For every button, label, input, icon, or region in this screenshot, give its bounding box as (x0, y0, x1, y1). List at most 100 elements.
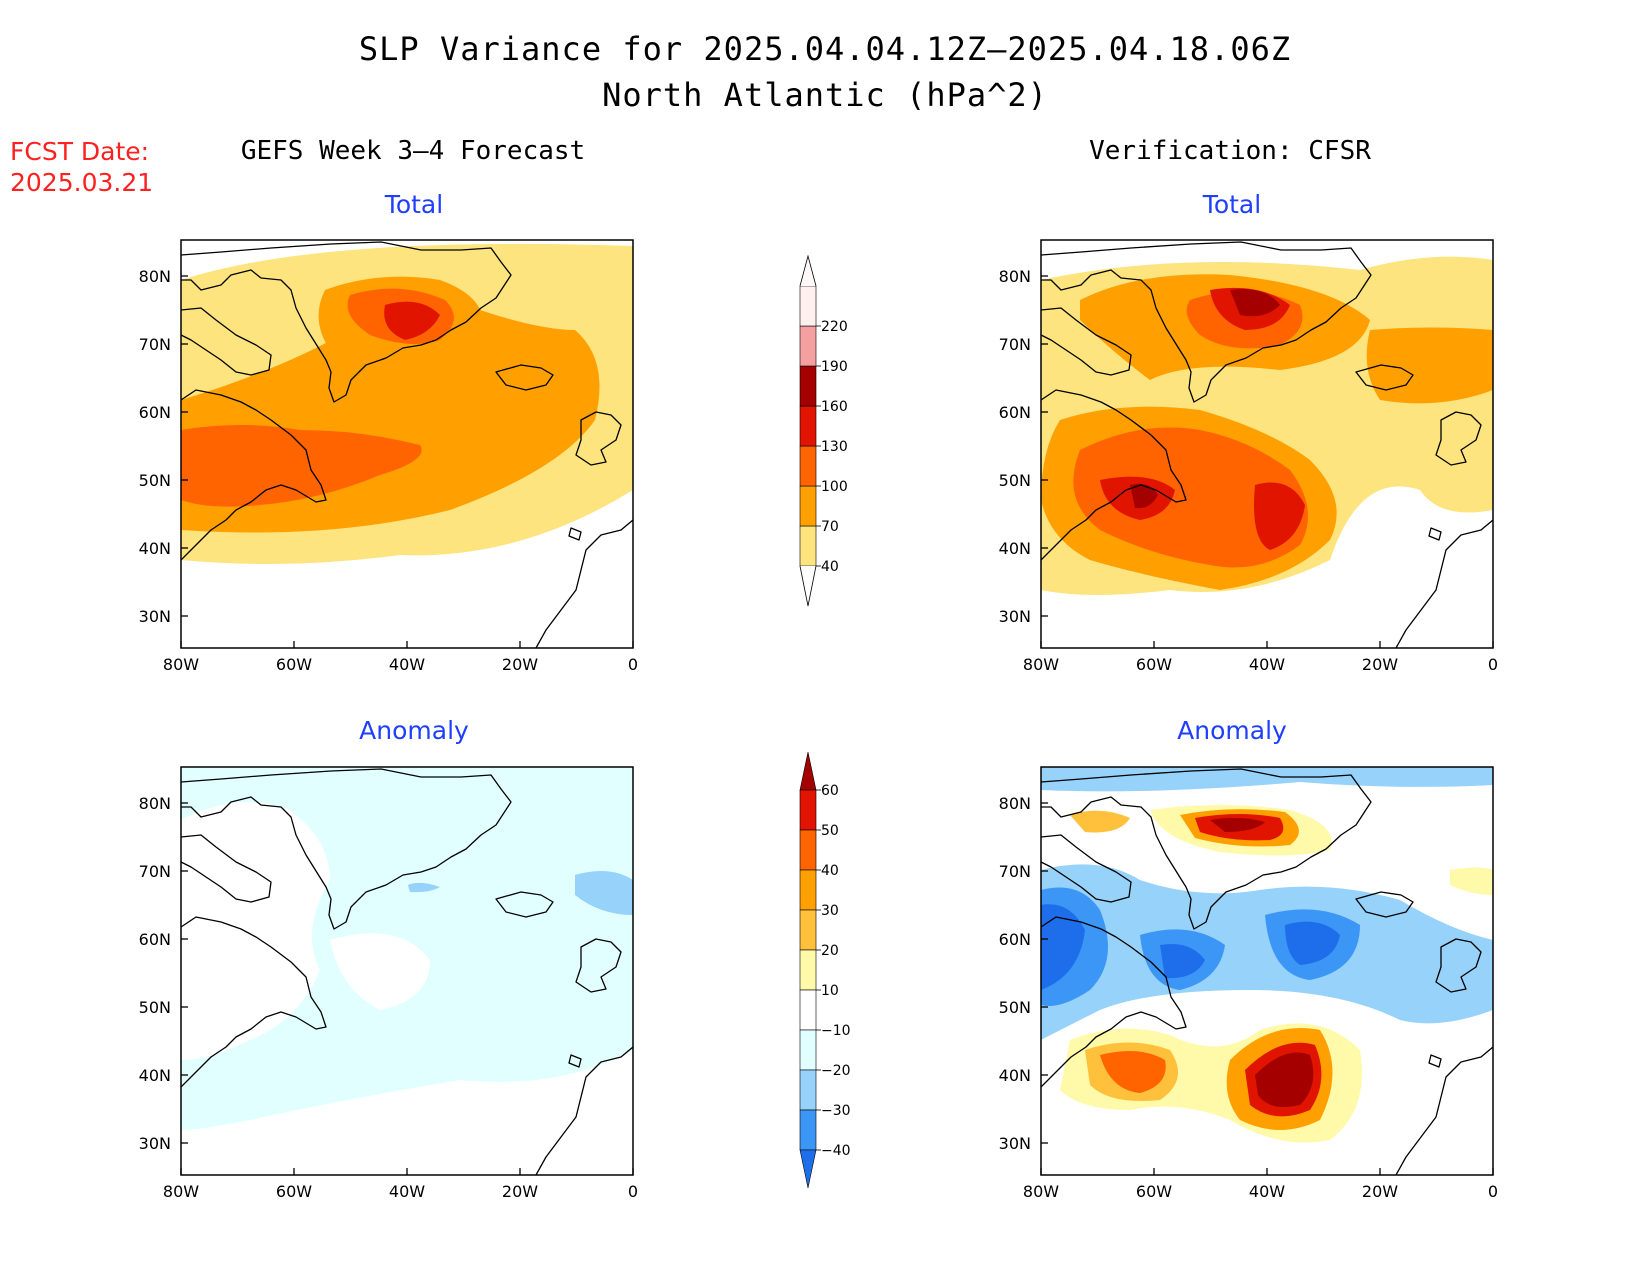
cfsr-anomaly-ytick-label: 30N (999, 1134, 1031, 1153)
fill-70-100-east (1366, 327, 1493, 404)
cfsr-total-ytick-label: 50N (999, 471, 1031, 490)
fill-pos10-east (1450, 867, 1493, 895)
fill-neg20-band (1041, 864, 1493, 1040)
anomaly-colorbar-segment (799, 949, 817, 991)
gefs-anomaly-subtitle: Anomaly (359, 716, 469, 745)
fill-neg40-west (1041, 904, 1085, 990)
anomaly-colorbar-label: −40 (821, 1143, 851, 1159)
fill-near-zero-west (181, 802, 330, 1060)
gefs-total-xtick-label: 40W (389, 655, 425, 674)
gefs-total-ytick-label: 60N (139, 403, 171, 422)
total-colorbar-label: 130 (821, 439, 848, 455)
fill-neg40-center (1160, 944, 1205, 979)
gefs-total-subtitle: Total (384, 190, 444, 219)
gefs-anomaly-xtick-label: 80W (163, 1182, 199, 1201)
fill-130-160-east (1254, 482, 1305, 550)
anomaly-colorbar-label: 40 (821, 863, 839, 879)
anomaly-colorbar-label: −10 (821, 1023, 851, 1039)
fill-pos40-west (1100, 1051, 1166, 1093)
gefs-total-xtick-label: 20W (502, 655, 538, 674)
fill-pos60-east (1255, 1052, 1314, 1108)
total-colorbar-segment (799, 285, 817, 327)
forecast-date-label: FCST Date: (10, 137, 150, 166)
cfsr-total-xtick-label: 0 (1488, 655, 1498, 674)
anomaly-colorbar: 60 50 40 30 20 10 −10 −20 −30 −40 (799, 751, 851, 1189)
total-colorbar-segment (799, 365, 817, 407)
anomaly-colorbar-segment (799, 1069, 817, 1111)
cfsr-anomaly-ytick-label: 50N (999, 998, 1031, 1017)
fill-pos20-northwest (1070, 810, 1130, 833)
cfsr-total-ytick-label: 60N (999, 403, 1031, 422)
anomaly-colorbar-segment (799, 789, 817, 831)
fill-100-130-west (181, 425, 422, 507)
total-colorbar-segment (799, 325, 817, 367)
anomaly-colorbar-label: 30 (821, 903, 839, 919)
gefs-anomaly-ytick-label: 70N (139, 862, 171, 881)
cfsr-anomaly-map (1040, 766, 1494, 1176)
main-subtitle: North Atlantic (hPa^2) (602, 76, 1048, 114)
gefs-anomaly-xtick-label: 60W (276, 1182, 312, 1201)
gefs-total-xtick-label: 0 (628, 655, 638, 674)
gefs-anomaly-xtick-label: 40W (389, 1182, 425, 1201)
cfsr-anomaly-ytick-label: 80N (999, 794, 1031, 813)
gefs-anomaly-ytick-label: 30N (139, 1134, 171, 1153)
gefs-anomaly-ytick-label: 50N (139, 998, 171, 1017)
anomaly-colorbar-segment (799, 1109, 817, 1151)
main-title: SLP Variance for 2025.04.04.12Z–2025.04.… (358, 30, 1292, 68)
gefs-anomaly-xtick-label: 20W (502, 1182, 538, 1201)
anomaly-colorbar-segment (799, 909, 817, 951)
anomaly-colorbar-segment (799, 869, 817, 911)
total-colorbar-segment (799, 445, 817, 487)
total-colorbar: 40 70 100 130 160 190 220 (799, 254, 848, 607)
total-colorbar-segment (799, 525, 817, 567)
axes-layer: 80W 60W 40W 20W 0 80N 70N 60N 50N 40N 30N 80W 60W 40W… (139, 267, 1498, 1201)
cfsr-anomaly-ytick-label: 70N (999, 862, 1031, 881)
anomaly-colorbar-label: 20 (821, 943, 839, 959)
cfsr-total-xtick-label: 20W (1362, 655, 1398, 674)
total-colorbar-label: 190 (821, 359, 848, 375)
anomaly-colorbar-bottom-arrow (799, 1149, 817, 1189)
cfsr-anomaly-ytick-label: 40N (999, 1066, 1031, 1085)
gefs-total-ytick-label: 80N (139, 267, 171, 286)
anomaly-colorbar-segment (799, 1029, 817, 1071)
gefs-total-ytick-label: 40N (139, 539, 171, 558)
cfsr-total-xtick-label: 80W (1023, 655, 1059, 674)
cfsr-total-ytick-label: 30N (999, 607, 1031, 626)
cfsr-anomaly-xtick-label: 0 (1488, 1182, 1498, 1201)
total-colorbar-segment (799, 405, 817, 447)
anomaly-colorbar-label: 60 (821, 783, 839, 799)
cfsr-total-map (1040, 239, 1494, 649)
total-colorbar-bottom-arrow (799, 565, 817, 607)
anomaly-colorbar-top-arrow (799, 751, 817, 791)
gefs-total-ytick-label: 30N (139, 607, 171, 626)
cfsr-anomaly-subtitle: Anomaly (1177, 716, 1287, 745)
gefs-anomaly-ytick-label: 40N (139, 1066, 171, 1085)
total-colorbar-top-arrow (799, 254, 817, 287)
forecast-date-block: FCST Date: 2025.03.21 (10, 136, 153, 198)
gefs-total-xtick-label: 80W (163, 655, 199, 674)
cfsr-total-ytick-label: 70N (999, 335, 1031, 354)
gefs-total-ytick-label: 70N (139, 335, 171, 354)
total-colorbar-segment (799, 485, 817, 527)
cfsr-total-xtick-label: 60W (1136, 655, 1172, 674)
anomaly-colorbar-segment (799, 829, 817, 871)
anomaly-colorbar-label: −20 (821, 1063, 851, 1079)
fill-pos60-north (1210, 817, 1265, 832)
forecast-date-value: 2025.03.21 (10, 168, 154, 197)
gefs-anomaly-ytick-label: 80N (139, 794, 171, 813)
anomaly-colorbar-label: −30 (821, 1103, 851, 1119)
gefs-total-map (180, 239, 634, 649)
cfsr-total-subtitle: Total (1202, 190, 1262, 219)
fill-neg20-neg30 (575, 871, 633, 915)
total-colorbar-label: 40 (821, 559, 839, 575)
cfsr-anomaly-xtick-label: 20W (1362, 1182, 1398, 1201)
fill-neg20-neg30-small (408, 882, 440, 893)
anomaly-colorbar-label: 50 (821, 823, 839, 839)
fill-130-160-north (384, 301, 440, 340)
fill-100-130 (1073, 427, 1308, 568)
total-colorbar-label: 160 (821, 399, 848, 415)
gefs-anomaly-map (180, 766, 634, 1176)
anomaly-colorbar-label: 10 (821, 983, 839, 999)
cfsr-anomaly-xtick-label: 60W (1136, 1182, 1172, 1201)
